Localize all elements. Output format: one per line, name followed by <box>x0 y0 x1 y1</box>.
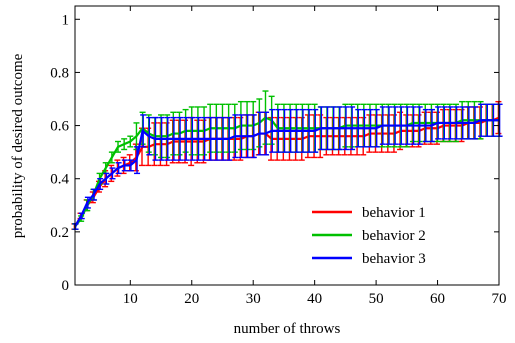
y-axis-label: probability of desired outcome <box>10 53 26 238</box>
x-tick-label: 50 <box>369 291 384 307</box>
y-tick-label: 0.2 <box>50 225 69 241</box>
y-tick-label: 1 <box>62 12 70 28</box>
y-tick-label: 0.6 <box>50 119 69 135</box>
legend-label-behavior-3: behavior 3 <box>362 251 426 267</box>
series-line <box>74 116 499 228</box>
series-behavior-3 <box>72 103 503 230</box>
y-axis: 0 0.2 0.4 0.6 0.8 1 <box>50 12 499 294</box>
legend-box <box>300 197 494 277</box>
x-tick-label: 70 <box>492 291 507 307</box>
x-axis-label: number of throws <box>234 321 341 337</box>
x-tick-label: 60 <box>430 291 445 307</box>
y-tick-label: 0 <box>62 278 70 294</box>
legend: behavior 1 behavior 2 behavior 3 <box>300 197 494 277</box>
x-tick-label: 30 <box>246 291 261 307</box>
y-tick-label: 0.8 <box>50 65 69 81</box>
x-tick-label: 20 <box>184 291 199 307</box>
legend-label-behavior-1: behavior 1 <box>362 205 426 221</box>
series-line <box>74 119 499 228</box>
plot-frame <box>74 5 500 286</box>
x-tick-label: 10 <box>123 291 138 307</box>
series-layer <box>71 90 503 230</box>
legend-label-behavior-2: behavior 2 <box>362 228 426 244</box>
x-tick-label: 40 <box>307 291 322 307</box>
x-axis: 10 20 30 40 50 60 70 <box>123 6 507 307</box>
y-tick-label: 0.4 <box>50 172 69 188</box>
